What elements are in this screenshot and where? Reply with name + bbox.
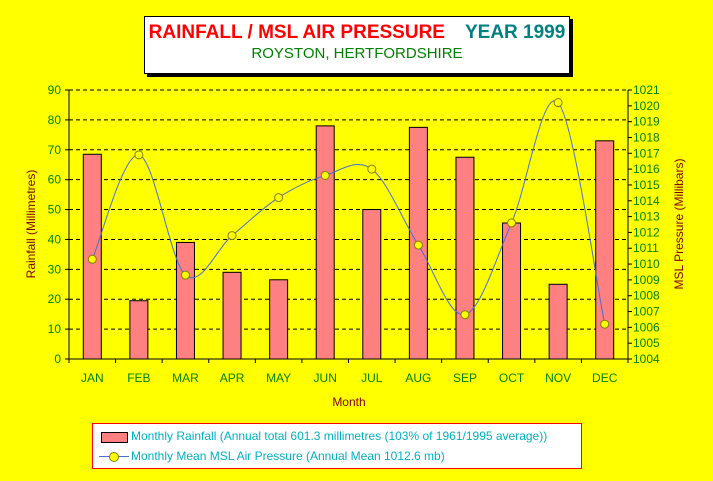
legend-label-pressure: Monthly Mean MSL Air Pressure (Annual Me…: [131, 449, 445, 463]
x-tick-label: DEC: [592, 371, 618, 385]
y2-tick-label: 1009: [633, 273, 660, 287]
bar-apr: [222, 271, 242, 360]
legend-marker-swatch: [109, 452, 119, 462]
y-tick-label: 50: [48, 203, 62, 217]
y2-axis-title: MSL Pressure (Millibars): [672, 159, 686, 290]
y2-tick-label: 1021: [633, 83, 660, 97]
x-tick-label: OCT: [499, 371, 525, 385]
pressure-point-feb: [134, 150, 144, 160]
bar-jun: [315, 125, 335, 360]
x-tick-label: MAY: [266, 371, 291, 385]
pressure-point-jul: [367, 164, 377, 174]
pressure-point-mar: [180, 270, 190, 280]
chart-title: RAINFALL / MSL AIR PRESSURE: [148, 22, 445, 43]
pressure-point-jun: [320, 170, 330, 180]
pressure-point-jan: [87, 254, 97, 264]
x-tick-label: APR: [220, 371, 245, 385]
pressure-point-oct: [507, 218, 517, 228]
y2-tick-label: 1004: [633, 352, 660, 366]
y-tick-label: 10: [48, 322, 62, 336]
y-tick-label: 0: [54, 352, 61, 366]
bar-mar: [175, 241, 195, 360]
y-tick-label: 30: [48, 262, 62, 276]
y2-tick-label: 1014: [633, 194, 660, 208]
pressure-point-dec: [600, 319, 610, 329]
pressure-line: [91, 100, 606, 325]
y-tick-label: 90: [48, 83, 62, 97]
bar-sep: [455, 156, 475, 360]
y2-tick-label: 1015: [633, 178, 660, 192]
chart-year: YEAR 1999: [464, 22, 566, 43]
pressure-point-may: [274, 193, 284, 203]
pressure-point-aug: [413, 240, 423, 250]
line-series: [87, 98, 610, 329]
y2-tick-label: 1011: [633, 241, 659, 255]
x-tick-label: SEP: [453, 371, 477, 385]
x-tick-label: AUG: [405, 371, 431, 385]
y2-tick-label: 1007: [633, 305, 660, 319]
bar-jul: [362, 209, 382, 360]
chart-subtitle: ROYSTON, HERTFORDSHIRE: [251, 45, 463, 62]
y2-tick-label: 1016: [633, 162, 660, 176]
y-tick-label: 60: [48, 173, 62, 187]
bar-feb: [129, 300, 149, 360]
x-tick-label: JUL: [361, 371, 383, 385]
x-tick-label: FEB: [127, 371, 150, 385]
axes: 0102030405060708090100410051006100710081…: [48, 83, 660, 385]
y-tick-label: 20: [48, 292, 62, 306]
x-tick-label: JAN: [81, 371, 104, 385]
y2-tick-label: 1008: [633, 289, 660, 303]
x-tick-label: MAR: [172, 371, 199, 385]
pressure-point-sep: [460, 310, 470, 320]
bar-series: [82, 125, 615, 360]
y2-tick-label: 1013: [633, 210, 660, 224]
y2-tick-label: 1019: [633, 115, 660, 129]
y2-tick-label: 1020: [633, 99, 660, 113]
y2-tick-label: 1005: [633, 336, 660, 350]
y-tick-label: 70: [48, 143, 62, 157]
bar-may: [269, 279, 289, 360]
y2-tick-label: 1012: [633, 225, 660, 239]
x-tick-label: JUN: [314, 371, 337, 385]
y2-tick-label: 1017: [633, 146, 660, 160]
pressure-point-nov: [553, 98, 563, 108]
y-axis-title: Rainfall (Millimetres): [24, 170, 38, 279]
y2-tick-label: 1010: [633, 257, 660, 271]
bar-nov: [548, 283, 568, 360]
y-tick-label: 80: [48, 113, 62, 127]
y2-tick-label: 1006: [633, 320, 660, 334]
x-tick-label: NOV: [545, 371, 571, 385]
gridlines: [69, 89, 628, 330]
x-axis-title: Month: [332, 395, 365, 409]
pressure-point-apr: [227, 231, 237, 241]
bar-oct: [502, 222, 522, 360]
chart-title-box: RAINFALL / MSL AIR PRESSURE YEAR 1999 ROY…: [144, 16, 570, 74]
legend-label-rainfall: Monthly Rainfall (Annual total 601.3 mil…: [131, 429, 548, 443]
legend-bar-swatch: [101, 432, 128, 443]
y-tick-label: 40: [48, 232, 62, 246]
legend: Monthly Rainfall (Annual total 601.3 mil…: [92, 423, 582, 469]
y2-tick-label: 1018: [633, 130, 660, 144]
